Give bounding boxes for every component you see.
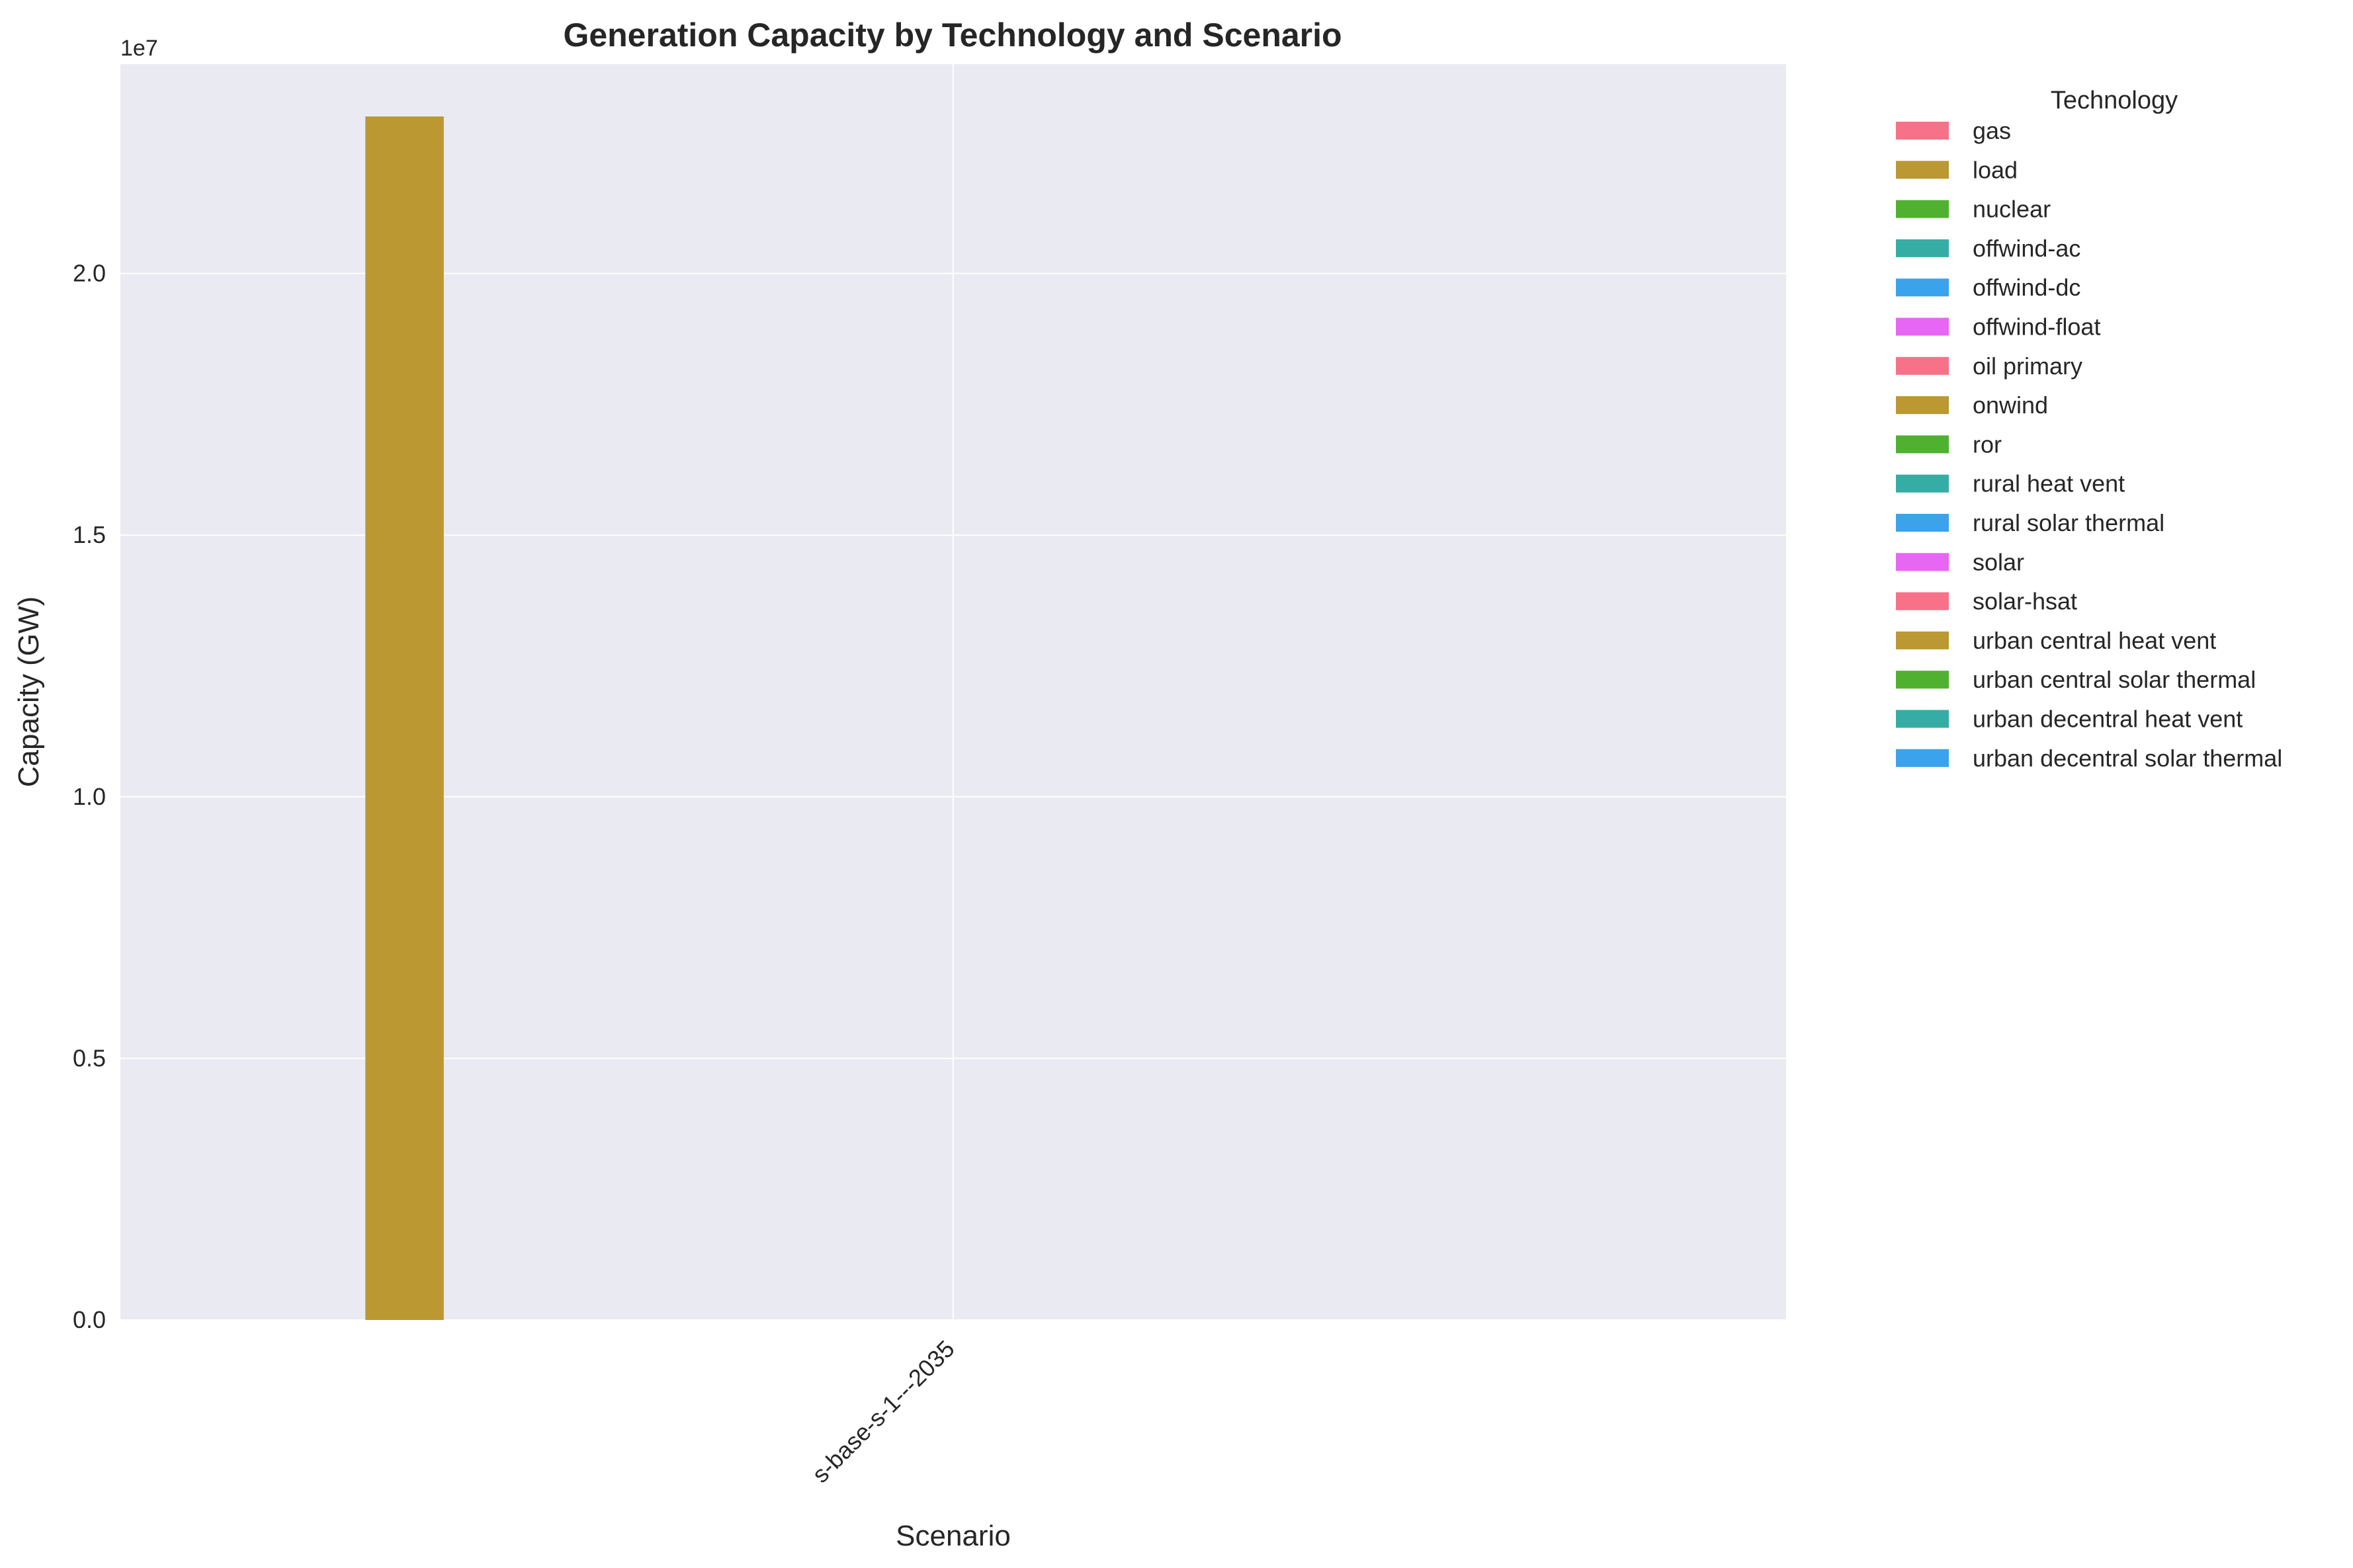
- legend-entry-label: urban central solar thermal: [1973, 666, 2256, 693]
- legend-swatch: [1896, 356, 1949, 375]
- legend-swatch: [1896, 396, 1949, 415]
- legend-entry-label: offwind-float: [1973, 313, 2100, 341]
- legend-swatch: [1896, 514, 1949, 532]
- legend-entry-label: rural heat vent: [1973, 470, 2125, 497]
- legend-entry-label: nuclear: [1973, 196, 2051, 223]
- legend-swatch: [1896, 200, 1949, 218]
- legend-entry-label: offwind-ac: [1973, 235, 2080, 262]
- legend-entry-label: urban central heat vent: [1973, 627, 2216, 654]
- legend-swatch: [1896, 474, 1949, 493]
- bar-load: [365, 116, 444, 1320]
- legend-entry-label: gas: [1973, 117, 2011, 144]
- legend: Technology gas load nuclear offwind-ac offwi…: [1896, 87, 2282, 772]
- legend-swatch: [1896, 749, 1949, 767]
- legend-entry-label: onwind: [1973, 392, 2048, 419]
- x-axis-label: Scenario: [896, 1520, 1011, 1552]
- y-tick-label: 1.5: [73, 521, 106, 548]
- legend-swatch: [1896, 671, 1949, 689]
- legend-entry-label: rural solar thermal: [1973, 509, 2164, 536]
- legend-title: Technology: [2051, 87, 2178, 114]
- y-tick-label: 1.0: [73, 783, 106, 810]
- legend-swatch: [1896, 710, 1949, 728]
- legend-entry-label: urban decentral heat vent: [1973, 706, 2243, 733]
- chart-title: Generation Capacity by Technology and Sc…: [563, 17, 1342, 54]
- legend-swatch: [1896, 239, 1949, 257]
- y-axis: 0.0 0.5 1.0 1.5 2.0: [73, 260, 106, 1334]
- legend-swatch: [1896, 553, 1949, 571]
- legend-entry-label: load: [1973, 156, 2018, 183]
- bars-group: [365, 116, 444, 1320]
- legend-entry-label: oil primary: [1973, 352, 2082, 380]
- legend-entry-label: ror: [1973, 431, 2002, 458]
- y-tick-label: 0.5: [73, 1044, 106, 1071]
- y-axis-offset-label: 1e7: [120, 36, 158, 61]
- y-tick-label: 2.0: [73, 260, 106, 287]
- legend-swatch: [1896, 631, 1949, 649]
- legend-entry-label: offwind-dc: [1973, 274, 2080, 301]
- legend-entry-label: urban decentral solar thermal: [1973, 745, 2282, 772]
- legend-entry-label: solar-hsat: [1973, 588, 2077, 615]
- legend-entry-label: solar: [1973, 548, 2024, 575]
- legend-swatch: [1896, 161, 1949, 179]
- y-axis-label: Capacity (GW): [13, 597, 45, 787]
- y-tick-label: 0.0: [73, 1306, 106, 1333]
- legend-swatch: [1896, 435, 1949, 454]
- legend-swatch: [1896, 317, 1949, 336]
- legend-swatch: [1896, 122, 1949, 140]
- legend-swatch: [1896, 278, 1949, 297]
- legend-swatch: [1896, 592, 1949, 610]
